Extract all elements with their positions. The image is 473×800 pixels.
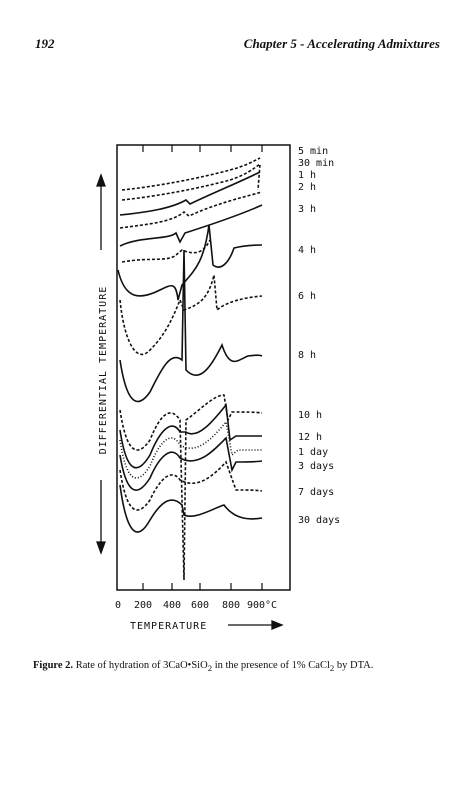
x-tick-label: 400 <box>163 600 181 611</box>
curve-label: 30 days <box>298 515 340 526</box>
frame-ticks <box>142 145 263 590</box>
curve-label: 10 h <box>298 410 322 421</box>
dta-curves <box>117 157 263 581</box>
curve-label: 4 h <box>298 245 316 256</box>
curve-label: 3 days <box>298 461 334 472</box>
caption-text: by DTA. <box>334 660 374 671</box>
caption-text: Rate of hydration of 3CaO•SiO <box>75 660 208 671</box>
x-tick-label: 200 <box>134 600 152 611</box>
caption-text: in the presence of 1% CaCl <box>212 660 330 671</box>
plot-frame <box>116 144 291 591</box>
subscript: 2 <box>207 663 213 674</box>
x-tick-label: 0 <box>115 600 121 611</box>
y-axis-arrows <box>96 173 284 630</box>
curve-label: 7 days <box>298 487 334 498</box>
x-tick-label: 900°C <box>247 600 277 611</box>
x-tick-label: 600 <box>191 600 209 611</box>
x-tick-label: 800 <box>222 600 240 611</box>
x-axis-label: TEMPERATURE <box>130 621 207 632</box>
page-number: 192 <box>35 36 55 51</box>
subscript: 2 <box>329 663 335 674</box>
curve-label: 1 day <box>298 447 328 458</box>
curve-label: 5 min <box>298 146 328 157</box>
curve-label: 2 h <box>298 182 316 193</box>
curve-label: 30 min <box>298 158 334 169</box>
chapter-title: Chapter 5 - Accelerating Admixtures <box>243 36 440 51</box>
dta-figure: DIFFERENTIAL TEMPERATURE TEMPERATURE 0 20… <box>96 144 340 632</box>
caption: Figure 2. Rate of hydration of 3CaO•SiO2… <box>33 660 373 673</box>
curve-label: 1 h <box>298 170 316 181</box>
y-axis-label: DIFFERENTIAL TEMPERATURE <box>98 286 109 455</box>
caption-label: Figure 2. <box>33 660 74 671</box>
curve-label: 3 h <box>298 204 316 215</box>
curve-label: 12 h <box>298 432 322 443</box>
curve-label: 6 h <box>298 291 316 302</box>
curve-label: 8 h <box>298 350 316 361</box>
